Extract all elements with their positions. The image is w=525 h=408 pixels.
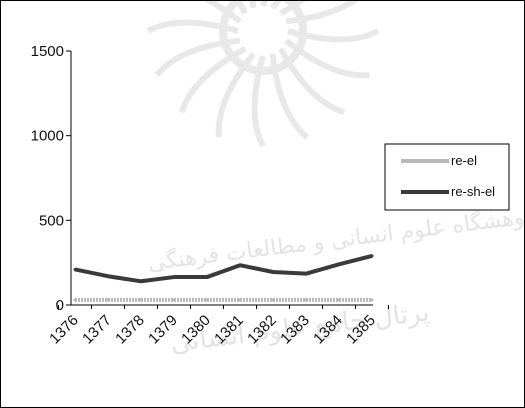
data-point-re-sh-el [271, 270, 275, 274]
watermark-petal [260, 1, 268, 7]
watermark-petal [234, 1, 248, 15]
data-point-re-sh-el [106, 274, 110, 278]
watermark-ring [219, 1, 307, 75]
data-point-re-sh-el [238, 263, 242, 267]
x-tick-label: 1378 [112, 312, 148, 348]
data-point-re-el [337, 298, 341, 302]
watermark-petal [251, 55, 266, 148]
data-point-re-el [73, 298, 77, 302]
data-point-re-el [205, 298, 209, 302]
watermark-petal [146, 19, 239, 34]
chart-legend: re-el re-sh-el [384, 143, 510, 211]
x-tick-label: 1376 [46, 312, 82, 348]
data-point-re-el [172, 298, 176, 302]
data-point-re-sh-el [370, 254, 374, 258]
data-point-re-sh-el [73, 267, 77, 271]
watermark-petal [154, 37, 241, 77]
data-point-re-sh-el [172, 275, 176, 279]
watermark-petal [215, 52, 256, 138]
data-point-re-sh-el [337, 262, 341, 266]
watermark-petal [178, 46, 247, 114]
watermark-petal [285, 1, 359, 25]
series-layer [73, 253, 374, 302]
watermark-petal [203, 1, 242, 24]
data-point-re-sh-el [205, 275, 209, 279]
watermark-petal [269, 53, 309, 140]
data-point-re-el [139, 298, 143, 302]
data-point-re-el [370, 298, 374, 302]
y-tick-label: 0 [56, 297, 64, 314]
watermark-petal [278, 47, 346, 116]
y-tick-label: 1500 [31, 43, 64, 60]
y-tick-label: 500 [39, 212, 64, 229]
watermark-petal [279, 1, 306, 16]
data-point-re-sh-el [139, 279, 143, 283]
data-point-re-el [106, 298, 110, 302]
watermark-petal [287, 28, 380, 43]
y-axis-ticks: 0 500 1000 1500 [31, 43, 71, 314]
data-point-re-sh-el [304, 272, 308, 276]
y-tick-label: 1000 [31, 128, 64, 145]
watermark-petal [284, 38, 370, 79]
legend-label-re-sh-el: re-sh-el [451, 184, 495, 199]
legend-label-re-el: re-el [451, 153, 477, 168]
series-line-re-sh-el [74, 253, 373, 284]
data-point-re-el [271, 298, 275, 302]
x-tick-label: 1377 [79, 312, 115, 348]
data-point-re-el [304, 298, 308, 302]
legend-box [384, 143, 510, 211]
data-point-re-el [238, 298, 242, 302]
